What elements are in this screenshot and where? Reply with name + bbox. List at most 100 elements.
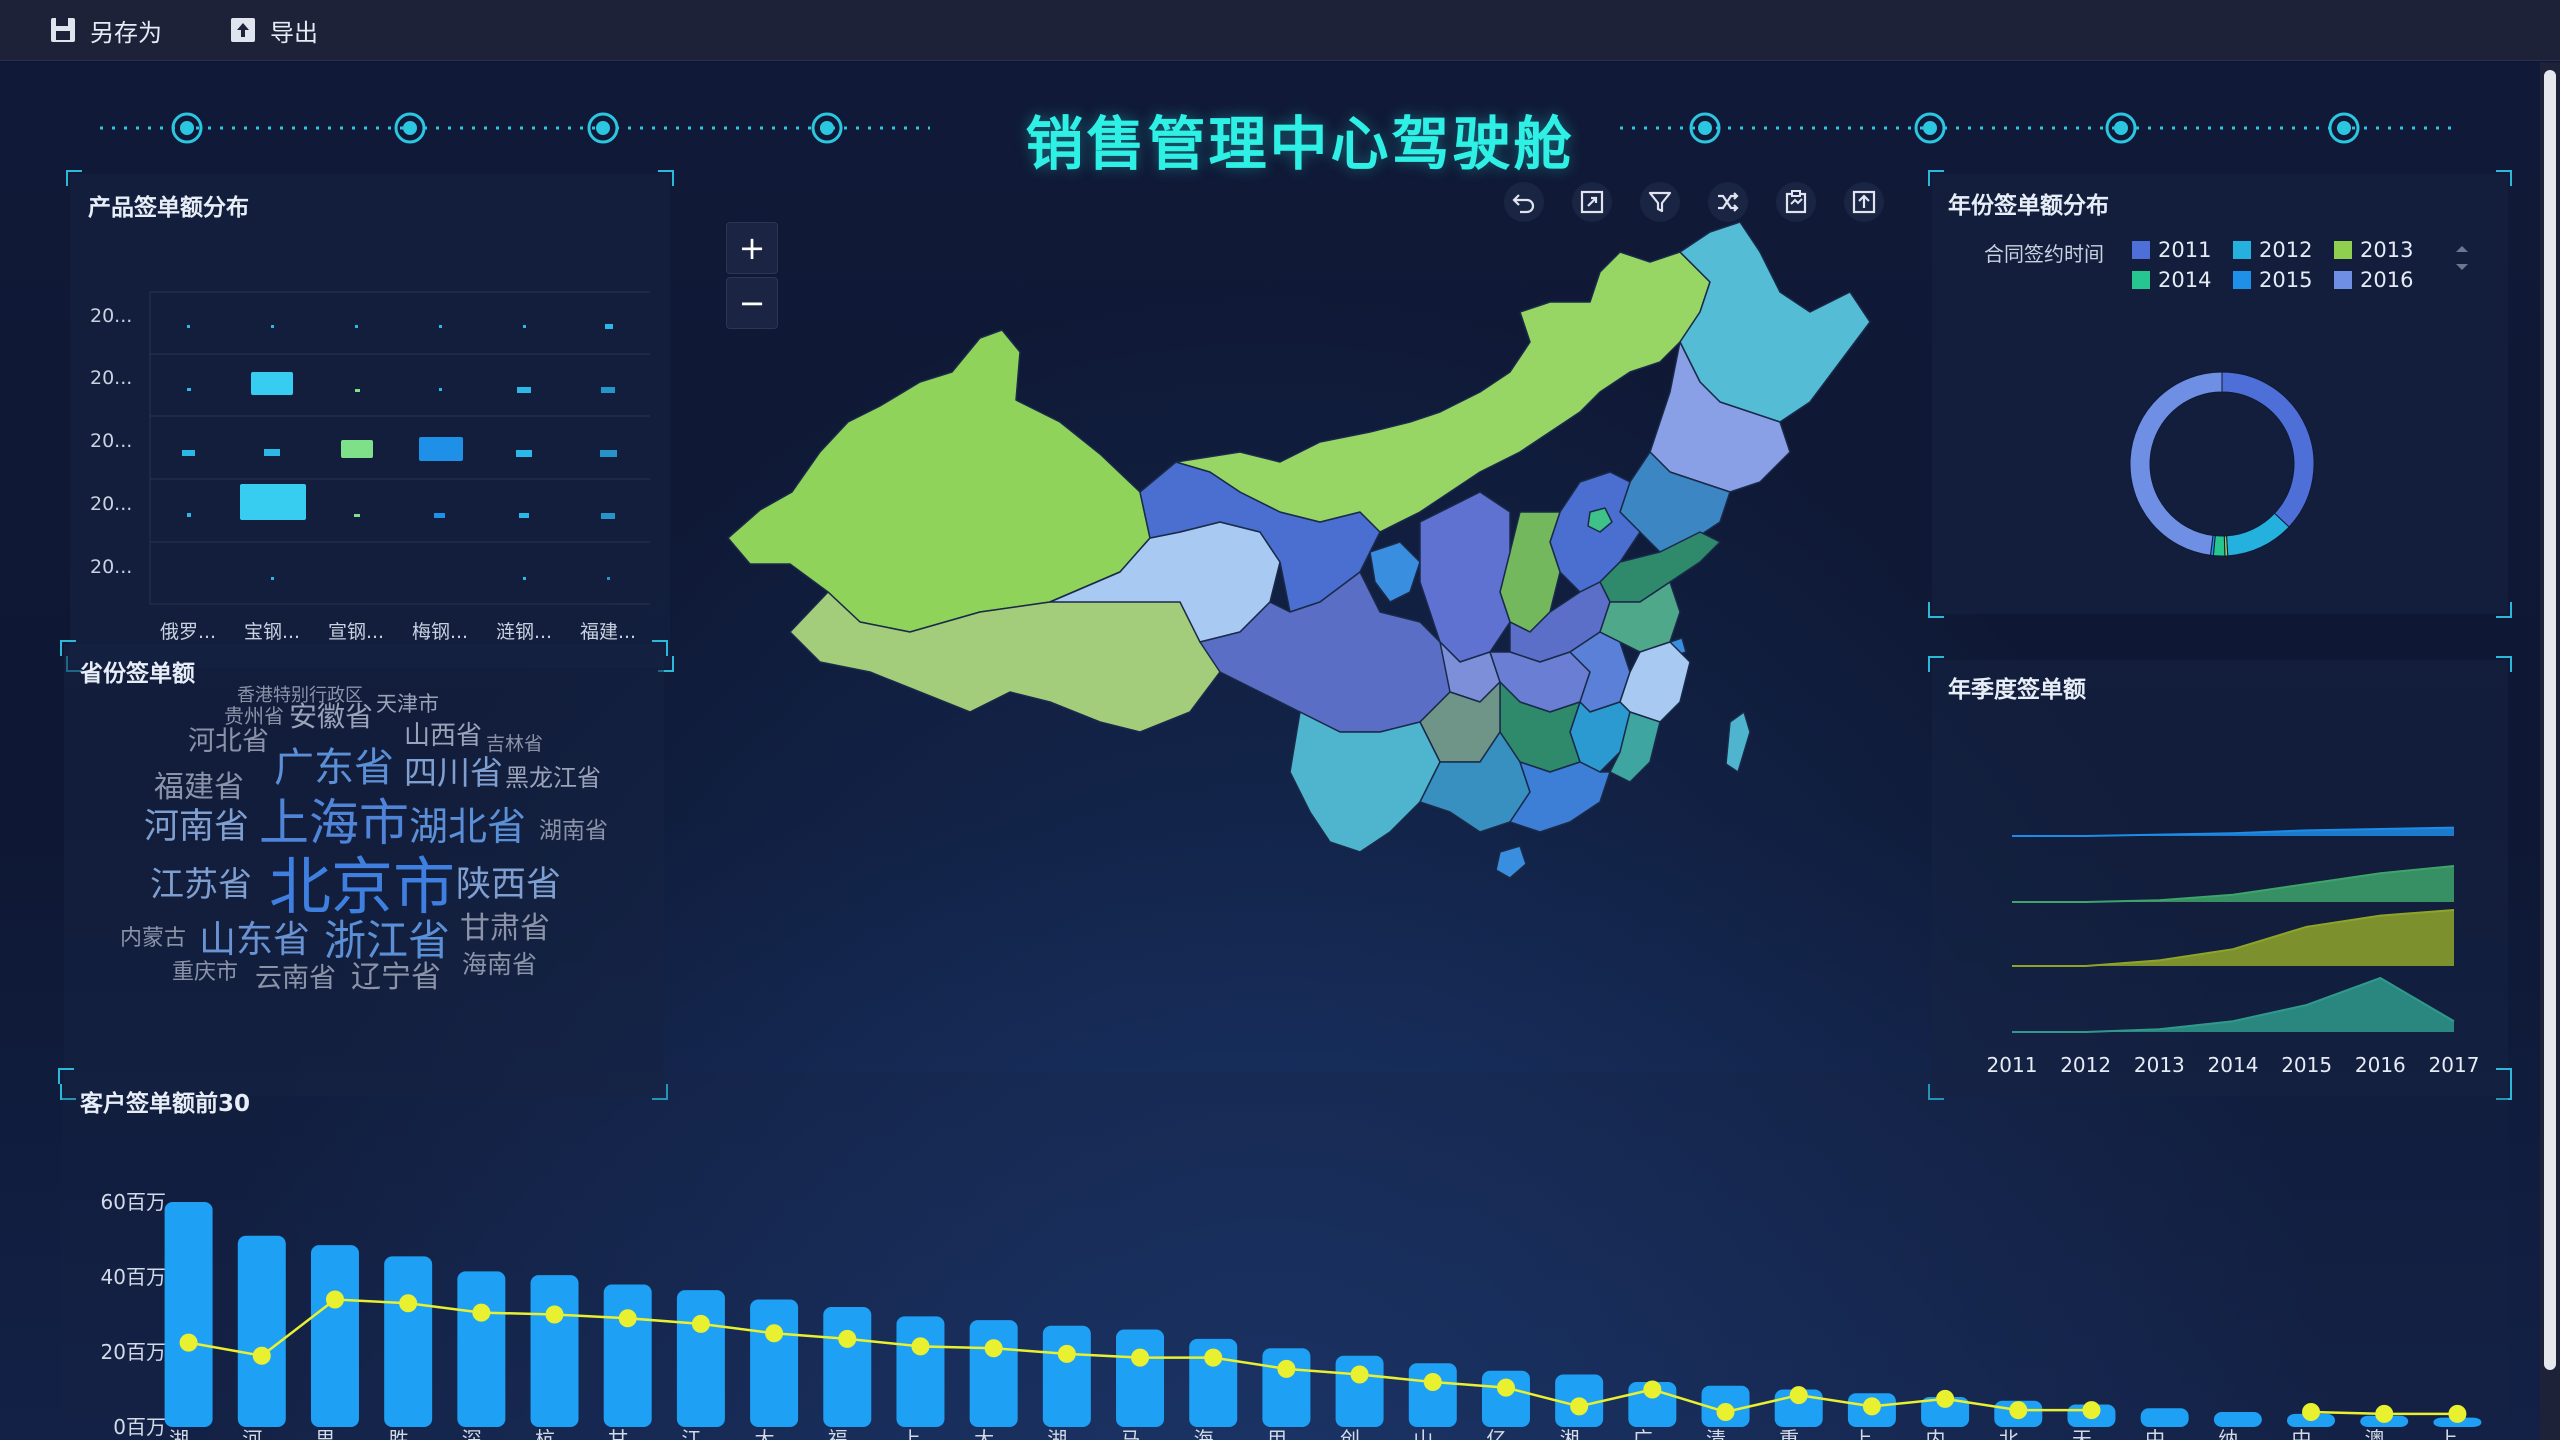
line-point-18[interactable] — [1423, 1373, 1442, 1391]
word-6[interactable]: 山西省 — [404, 721, 483, 751]
area-series-3[interactable] — [2012, 910, 2454, 966]
line-point-15[interactable] — [1204, 1348, 1223, 1367]
line-point-13[interactable] — [1057, 1344, 1076, 1363]
word-3[interactable]: 贵州省 — [224, 704, 284, 728]
line-point-32[interactable] — [2448, 1404, 2467, 1423]
heat-cell[interactable] — [607, 577, 610, 580]
bar-13[interactable] — [1042, 1325, 1091, 1427]
line-point-21[interactable] — [1643, 1380, 1662, 1399]
heat-cell[interactable] — [517, 387, 531, 393]
line-point-2[interactable] — [252, 1346, 271, 1365]
legend-2015[interactable]: 2015 — [2233, 268, 2312, 292]
scrollbar-thumb[interactable] — [2544, 70, 2556, 1370]
heat-cell[interactable] — [523, 325, 526, 328]
word-5[interactable]: 河北省 — [188, 726, 269, 757]
legend-2014[interactable]: 2014 — [2132, 268, 2211, 292]
heat-cell[interactable] — [439, 388, 442, 391]
heat-cell[interactable] — [355, 325, 358, 328]
word-11[interactable]: 福建省 — [154, 770, 244, 805]
line-point-26[interactable] — [2009, 1401, 2028, 1420]
heat-cell[interactable] — [251, 372, 293, 395]
line-point-12[interactable] — [984, 1339, 1003, 1358]
legend-prev-icon[interactable] — [2456, 246, 2468, 252]
donut-slice-2011[interactable] — [2221, 371, 2315, 528]
heat-cell[interactable] — [523, 577, 526, 580]
region-zhejiang[interactable] — [1619, 641, 1691, 723]
region-tibet[interactable] — [789, 571, 1221, 733]
region-yunnan[interactable] — [1289, 711, 1441, 853]
line-point-23[interactable] — [1789, 1386, 1808, 1405]
heat-cell[interactable] — [240, 484, 306, 520]
bar-29[interactable] — [2213, 1412, 2262, 1427]
word-22[interactable]: 甘肃省 — [460, 911, 550, 946]
bar-8[interactable] — [676, 1290, 725, 1427]
line-point-4[interactable] — [399, 1294, 418, 1313]
heat-cell[interactable] — [341, 440, 373, 458]
word-9[interactable]: 四川省 — [404, 753, 503, 792]
save-as-button[interactable]: 另存为 — [48, 13, 162, 48]
donut-slice-2012[interactable] — [2225, 512, 2290, 557]
line-point-10[interactable] — [838, 1329, 857, 1348]
word-10[interactable]: 黑龙江省 — [505, 764, 601, 792]
region-guangdong[interactable] — [1509, 761, 1611, 833]
line-point-6[interactable] — [545, 1305, 564, 1324]
line-point-11[interactable] — [911, 1337, 930, 1356]
bar-18[interactable] — [1408, 1363, 1457, 1427]
word-7[interactable]: 吉林省 — [486, 733, 544, 755]
word-23[interactable]: 重庆市 — [172, 960, 239, 985]
legend-next-icon[interactable] — [2456, 264, 2468, 270]
heat-cell[interactable] — [187, 513, 191, 517]
heat-cell[interactable] — [516, 450, 532, 457]
donut-slice-2016[interactable] — [2129, 371, 2223, 556]
word-8[interactable]: 广东省 — [274, 745, 394, 791]
heat-cell[interactable] — [271, 577, 274, 580]
bar-4[interactable] — [384, 1256, 433, 1427]
bar-28[interactable] — [2140, 1408, 2189, 1427]
line-point-27[interactable] — [2082, 1401, 2101, 1420]
region-fujian[interactable] — [1609, 711, 1661, 783]
line-point-5[interactable] — [472, 1303, 491, 1322]
bar-6[interactable] — [530, 1275, 579, 1427]
bar-9[interactable] — [750, 1299, 799, 1428]
map-zoom-in-button[interactable]: + — [726, 222, 778, 274]
map-shuffle-button[interactable] — [1708, 182, 1748, 222]
line-point-7[interactable] — [618, 1309, 637, 1328]
region-ningxia[interactable] — [1369, 541, 1421, 603]
bar-14[interactable] — [1116, 1329, 1165, 1428]
word-12[interactable]: 河南省 — [144, 807, 250, 847]
heat-cell[interactable] — [419, 437, 463, 461]
heat-cell[interactable] — [600, 450, 617, 457]
word-14[interactable]: 湖北省 — [409, 805, 527, 850]
bar-1[interactable] — [164, 1202, 213, 1427]
bar-25[interactable] — [1921, 1397, 1970, 1427]
word-18[interactable]: 陕西省 — [456, 865, 562, 905]
export-button[interactable]: 导出 — [228, 13, 318, 48]
line-point-20[interactable] — [1570, 1397, 1589, 1416]
legend-2011[interactable]: 2011 — [2132, 238, 2211, 262]
heat-cell[interactable] — [271, 325, 274, 328]
word-16[interactable]: 江苏省 — [150, 865, 252, 905]
line-point-1[interactable] — [179, 1333, 198, 1352]
word-2[interactable]: 天津市 — [376, 692, 439, 716]
bar-3[interactable] — [310, 1245, 359, 1427]
word-4[interactable]: 安徽省 — [289, 700, 374, 733]
line-point-22[interactable] — [1716, 1403, 1735, 1421]
word-20[interactable]: 山东省 — [199, 918, 310, 961]
line-point-24[interactable] — [1862, 1397, 1881, 1416]
line-point-3[interactable] — [325, 1290, 344, 1309]
region-heilongjiang[interactable] — [1679, 221, 1871, 423]
heat-cell[interactable] — [355, 389, 360, 392]
heat-cell[interactable] — [605, 324, 613, 329]
bar-12[interactable] — [969, 1320, 1018, 1427]
map-zoom-out-button[interactable]: − — [726, 277, 778, 329]
map-undo-button[interactable] — [1504, 182, 1544, 222]
line-point-25[interactable] — [1936, 1389, 1955, 1408]
word-25[interactable]: 辽宁省 — [351, 960, 441, 995]
word-19[interactable]: 内蒙古 — [120, 926, 187, 951]
bar-5[interactable] — [457, 1271, 506, 1427]
map-filter-button[interactable] — [1640, 182, 1680, 222]
line-point-17[interactable] — [1350, 1365, 1369, 1384]
word-24[interactable]: 云南省 — [255, 963, 336, 994]
heat-cell[interactable] — [264, 449, 280, 456]
map-fullscreen-button[interactable] — [1572, 182, 1612, 222]
